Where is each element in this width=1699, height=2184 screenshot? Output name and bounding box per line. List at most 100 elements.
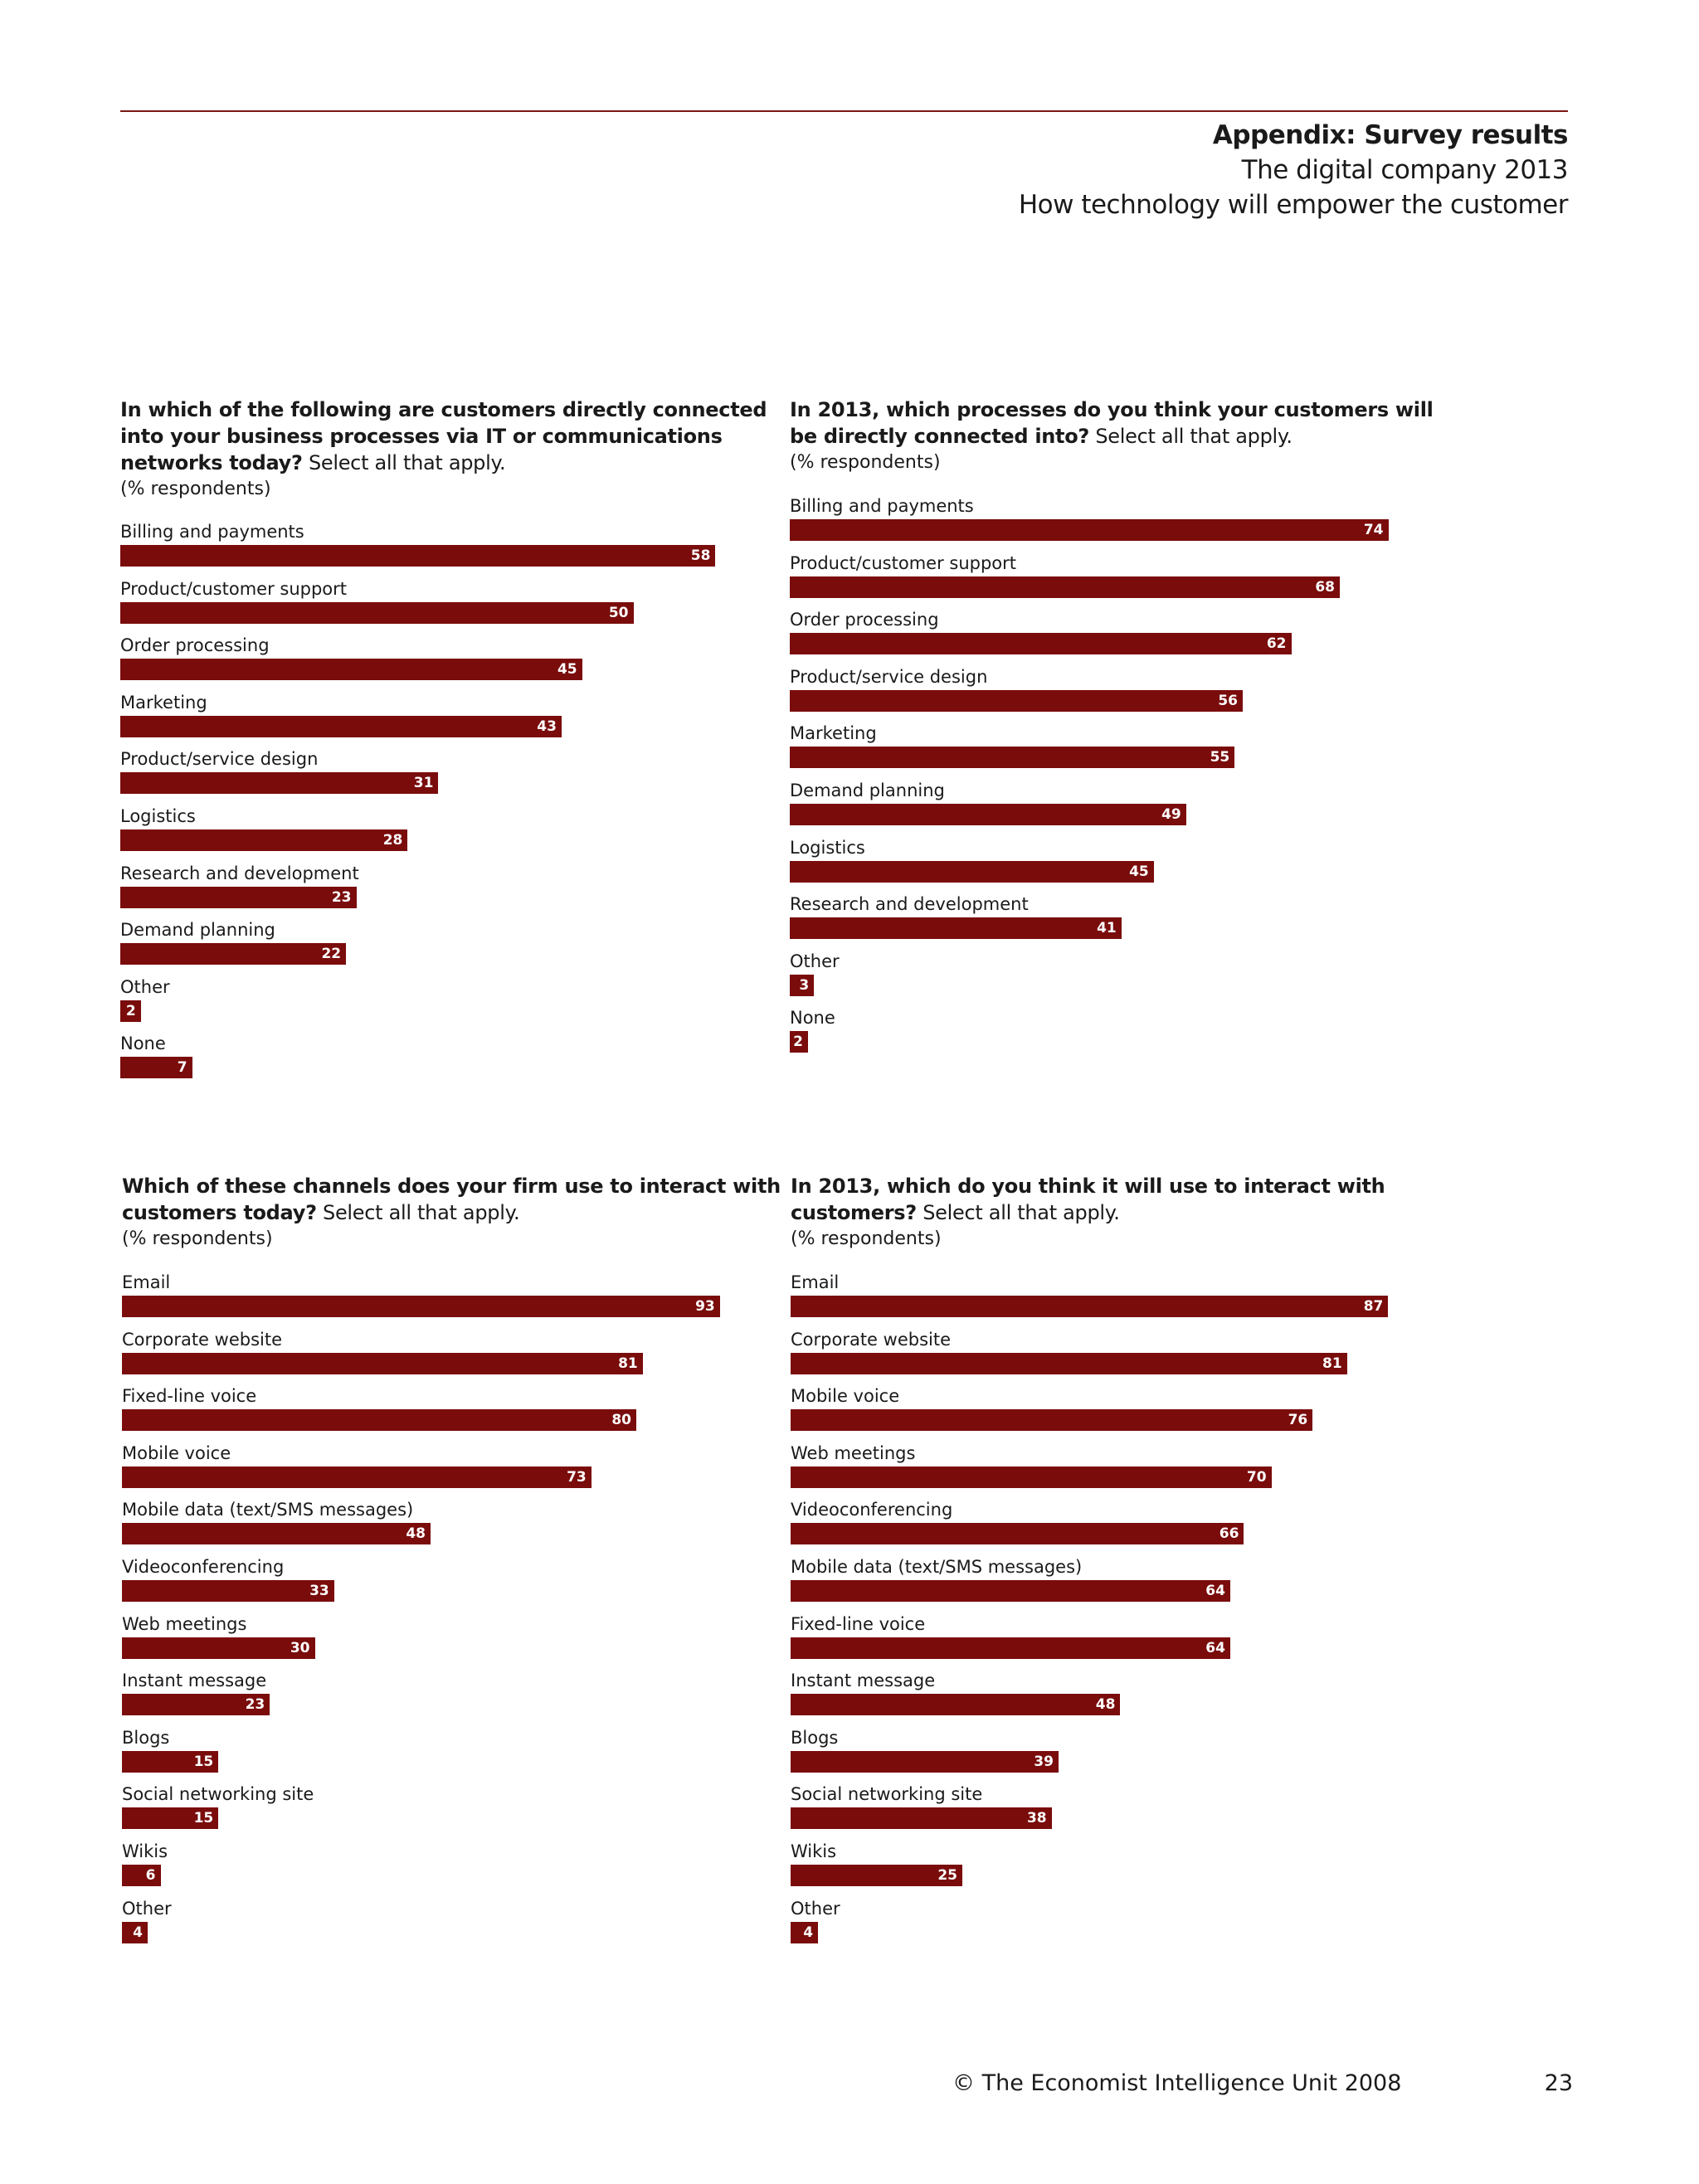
bar: 39: [791, 1750, 1059, 1773]
bar: 80: [122, 1409, 636, 1432]
bar-row: Research and development 23: [120, 862, 784, 919]
bar-row: Fixed-line voice 64: [791, 1612, 1454, 1670]
bar-row: Product/customer support 50: [120, 577, 784, 635]
bar: 30: [122, 1637, 315, 1659]
bar: 62: [790, 633, 1292, 655]
bar-row: Product/customer support 68: [790, 552, 1453, 609]
data-label: 73: [567, 1468, 587, 1486]
page-header: Appendix: Survey results The digital com…: [1018, 118, 1569, 222]
data-label: 25: [937, 1867, 957, 1884]
category-label: Blogs: [791, 1727, 839, 1748]
copyright: © The Economist Intelligence Unit 2008: [952, 2070, 1402, 2096]
bar-row: Email 87: [791, 1271, 1454, 1328]
chart-connected-processes-2013: In 2013, which processes do you think yo…: [790, 396, 1453, 1063]
data-label: 50: [608, 604, 629, 621]
bar: 49: [790, 804, 1186, 825]
chart-question: In which of the following are customers …: [120, 398, 767, 474]
data-label: 64: [1205, 1583, 1225, 1599]
bar-row: Order processing 45: [120, 634, 784, 691]
category-label: Videoconferencing: [122, 1557, 285, 1577]
bar-row: None 7: [120, 1032, 784, 1089]
category-label: None: [790, 1008, 835, 1029]
bar: 41: [790, 917, 1122, 940]
bar: 58: [120, 545, 716, 567]
bar: 31: [120, 772, 439, 795]
data-label: 33: [309, 1583, 329, 1599]
bar: 38: [791, 1807, 1052, 1830]
bar-row: Social networking site 38: [791, 1783, 1454, 1840]
bar: 73: [122, 1466, 591, 1488]
category-label: Other: [122, 1898, 172, 1919]
bar: 6: [122, 1865, 161, 1886]
bar-row: Mobile voice 73: [122, 1442, 786, 1499]
data-label: 64: [1205, 1639, 1225, 1656]
category-label: Mobile voice: [122, 1442, 231, 1463]
data-label: 80: [611, 1412, 631, 1429]
report-subtitle: How technology will empower the customer: [1018, 190, 1569, 220]
data-label: 23: [245, 1696, 265, 1714]
header-rule: [120, 110, 1568, 112]
data-label: 70: [1246, 1468, 1267, 1486]
data-label: 81: [1322, 1355, 1342, 1372]
data-label: 31: [413, 775, 434, 792]
data-label: 66: [1219, 1525, 1239, 1543]
bar: 56: [790, 689, 1243, 712]
bar: 70: [791, 1466, 1272, 1488]
chart-unit: (% respondents): [791, 1228, 942, 1249]
data-label: 45: [557, 661, 577, 679]
category-label: Other: [790, 951, 840, 971]
category-label: Order processing: [120, 635, 270, 656]
bar-row: Demand planning 49: [790, 779, 1453, 836]
category-label: Social networking site: [791, 1784, 983, 1805]
bar: 25: [791, 1865, 962, 1886]
data-label: 87: [1363, 1298, 1384, 1315]
category-label: Fixed-line voice: [122, 1386, 257, 1407]
bar: 28: [120, 829, 408, 851]
bar-row: Blogs 15: [122, 1726, 786, 1783]
data-label: 48: [406, 1525, 426, 1543]
category-label: Demand planning: [120, 920, 275, 941]
data-label: 30: [290, 1639, 310, 1656]
bar-list: Billing and payments 58 Product/customer s…: [120, 520, 784, 1089]
data-label: 68: [1315, 578, 1335, 596]
bar-row: Social networking site 15: [122, 1783, 786, 1840]
bar: 7: [120, 1057, 192, 1079]
bar-row: None 2: [790, 1006, 1453, 1063]
bar: 2: [120, 1000, 141, 1022]
bar: 48: [791, 1694, 1121, 1716]
bar-row: Other 2: [120, 975, 784, 1033]
data-label: 76: [1288, 1412, 1308, 1429]
bar: 74: [790, 519, 1389, 541]
category-label: Demand planning: [790, 781, 945, 800]
bar-row: Email 93: [122, 1271, 786, 1328]
category-label: None: [120, 1034, 166, 1054]
category-label: Logistics: [120, 806, 196, 826]
data-label: 45: [1129, 863, 1149, 880]
bar: 55: [790, 747, 1235, 769]
data-label: 4: [803, 1924, 814, 1941]
bar: 15: [122, 1807, 219, 1830]
chart-question: In 2013, which do you think it will use …: [791, 1175, 1385, 1224]
bar: 33: [122, 1580, 334, 1602]
data-label: 62: [1266, 635, 1287, 653]
bar-row: Order processing 62: [790, 608, 1453, 665]
data-label: 15: [193, 1753, 214, 1770]
bar-list: Email 93 Corporate website 81 Fixed-line voi…: [122, 1271, 786, 1953]
data-label: 4: [133, 1924, 143, 1941]
bar-row: Wikis 25: [791, 1840, 1454, 1897]
category-label: Billing and payments: [790, 496, 974, 516]
bar-row: Web meetings 30: [122, 1612, 786, 1670]
bar-row: Other 4: [791, 1897, 1454, 1954]
category-label: Corporate website: [791, 1329, 952, 1350]
category-label: Product/customer support: [790, 552, 1016, 573]
bar: 66: [791, 1523, 1244, 1545]
chart-unit: (% respondents): [790, 452, 941, 473]
category-label: Email: [791, 1272, 840, 1292]
bar-row: Mobile data (text/SMS messages) 64: [791, 1555, 1454, 1612]
data-label: 58: [690, 547, 711, 564]
data-label: 48: [1095, 1696, 1116, 1714]
bar-row: Blogs 39: [791, 1726, 1454, 1783]
bar: 15: [122, 1750, 219, 1773]
chart-unit: (% respondents): [120, 479, 271, 499]
chart-question: Which of these channels does your firm u…: [122, 1175, 781, 1224]
